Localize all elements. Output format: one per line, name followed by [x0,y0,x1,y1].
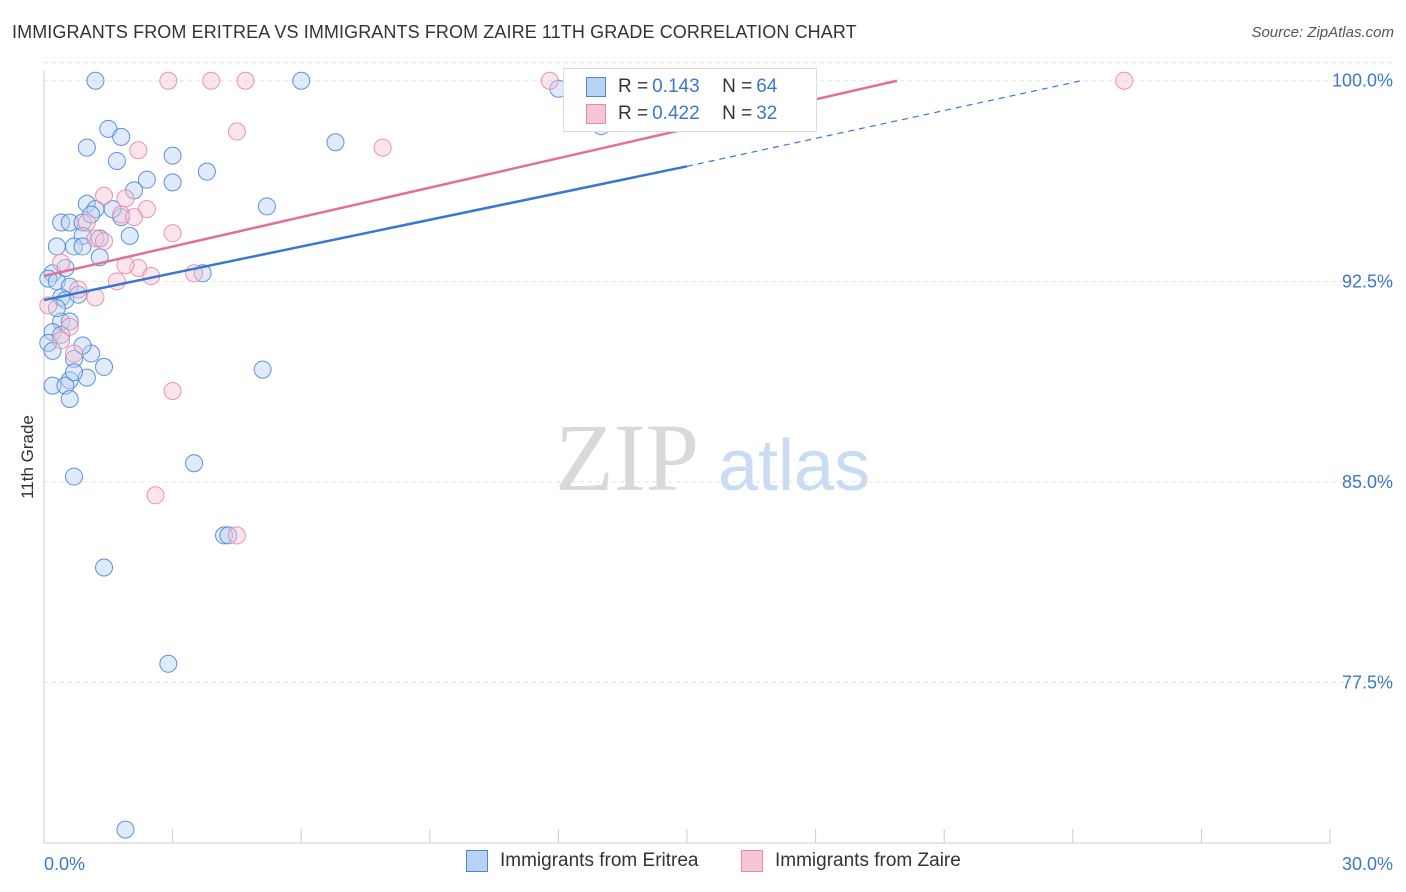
data-point [112,127,131,146]
data-point [197,162,216,181]
data-point [137,170,156,189]
data-point [52,331,71,350]
eritrea-trend-extension [686,80,1082,167]
data-point [163,173,182,192]
legend-square-pink-icon [741,850,763,872]
x-tick-label: 30.0% [1342,854,1393,874]
y-axis-label: 11th Grade [18,415,37,499]
legend-n-label: N = [722,103,753,124]
legend-item-label: Immigrants from Eritrea [500,850,699,871]
legend-r-value: 0.143 [652,76,700,97]
data-point [77,194,96,213]
legend-item-label: Immigrants from Zaire [775,850,961,871]
data-point [60,390,79,409]
legend-row-zaire: R = 0.422 N = 32 [586,101,777,127]
data-point [77,138,96,157]
legend-n-label: N = [722,76,753,97]
data-point [215,526,234,545]
data-point [540,71,559,90]
data-point [1115,71,1134,90]
data-point [159,654,178,673]
data-point [60,317,79,336]
data-point [43,376,62,395]
legend-n-value: 64 [756,76,778,97]
data-point [95,558,114,577]
y-tick-label: 85.0% [1342,472,1393,492]
legend-swatch-pink-icon [586,104,606,124]
x-tick-label: 0.0% [44,854,85,874]
watermark-atlas: atlas [718,426,870,506]
y-tick-label: 100.0% [1332,71,1393,91]
grid-lines [44,62,1395,684]
legend-row-eritrea: R = 0.143 N = 64 [586,74,777,100]
data-point [99,119,118,138]
data-point [60,312,79,331]
watermark-zip: ZIP [555,404,699,511]
data-point [116,820,135,839]
data-point [129,141,148,160]
zaire-points [39,71,1134,545]
data-point [52,253,71,272]
eritrea-trend-line [43,165,688,302]
legend-r-label: R = [618,103,649,124]
axes [43,70,1331,844]
data-point [47,237,66,256]
data-point [120,226,139,245]
data-point [95,186,114,205]
data-point [326,133,345,152]
data-point [65,349,84,368]
data-point [65,363,84,382]
eritrea-points [39,71,611,839]
data-point [227,526,246,545]
data-point [103,200,122,219]
chart-title: IMMIGRANTS FROM ERITREA VS IMMIGRANTS FR… [12,22,857,42]
data-point [56,376,75,395]
data-point [73,237,92,256]
data-point [185,454,204,473]
data-point [95,357,114,376]
correlation-legend: R = 0.143 N = 64 R = 0.422 N = 32 [563,68,817,132]
data-point [163,381,182,400]
data-point [163,146,182,165]
data-point [202,71,221,90]
data-point [107,151,126,170]
data-point [236,71,255,90]
data-point [116,189,135,208]
legend-square-blue-icon [466,850,488,872]
data-point [77,213,96,232]
data-point [65,467,84,486]
data-point [39,296,58,315]
data-point [95,232,114,251]
legend-r-label: R = [618,76,649,97]
data-point [253,360,272,379]
series-legend: Immigrants from Eritrea Immigrants from … [0,850,1406,878]
tick-labels: 77.5% 85.0% 92.5% 100.0% 0.0% 30.0% [44,71,1393,874]
data-point [257,197,276,216]
data-point [125,208,144,227]
source-credit: Source: ZipAtlas.com [1251,24,1394,41]
data-point [163,224,182,243]
y-tick-label: 92.5% [1342,271,1393,291]
data-point [65,344,84,363]
data-point [373,138,392,157]
legend-n-value: 32 [756,103,778,124]
data-point [159,71,178,90]
legend-r-value: 0.422 [652,103,700,124]
data-point [227,122,246,141]
data-point [86,71,105,90]
watermark: ZIP atlas [555,404,870,511]
data-point [82,205,101,224]
data-point [137,200,156,219]
data-point [146,486,165,505]
legend-swatch-blue-icon [586,77,606,97]
y-tick-label: 77.5% [1342,673,1393,693]
data-point [292,71,311,90]
legend-item-eritrea[interactable]: Immigrants from Eritrea [466,850,698,872]
legend-item-zaire[interactable]: Immigrants from Zaire [741,850,961,872]
